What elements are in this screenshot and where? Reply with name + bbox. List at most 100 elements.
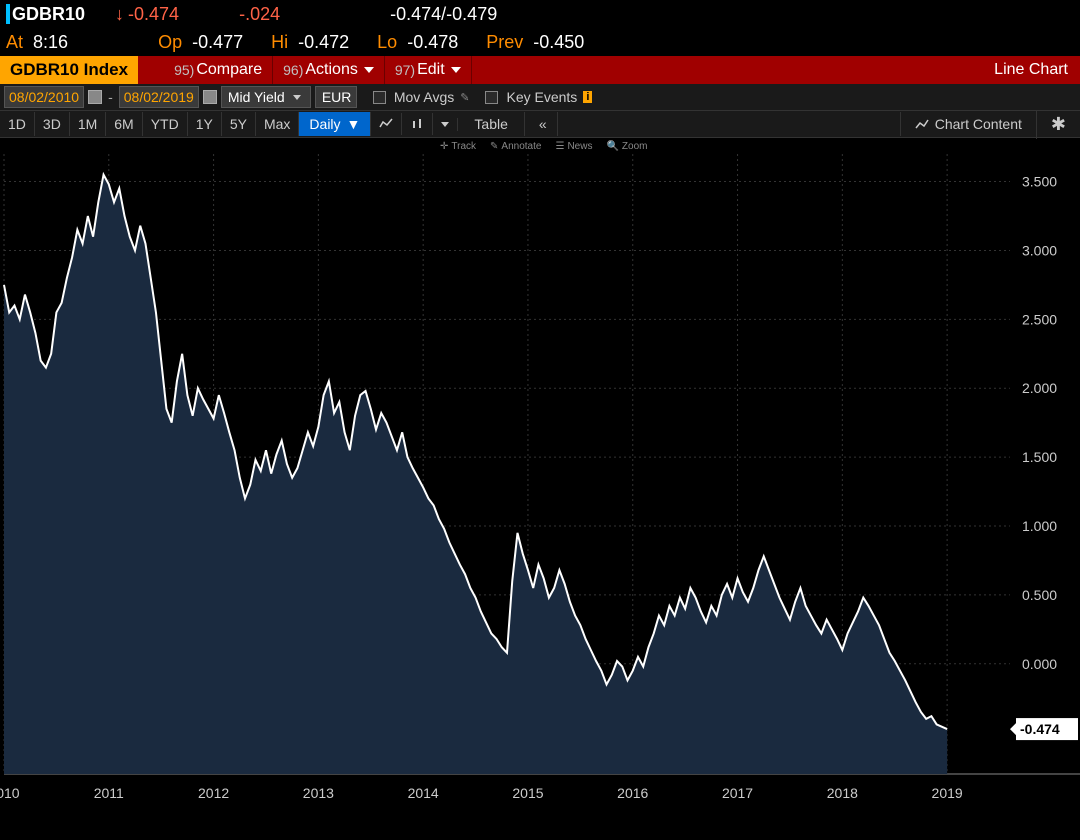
- actions-menu[interactable]: 96) Actions: [273, 56, 385, 84]
- news-tool[interactable]: ☰ News: [555, 140, 592, 152]
- timeframe-6m[interactable]: 6M: [106, 112, 142, 136]
- chart-type-label[interactable]: Line Chart: [982, 61, 1080, 79]
- svg-text:2015: 2015: [512, 785, 543, 801]
- svg-text:0.500: 0.500: [1022, 587, 1057, 603]
- low-value: -0.478: [407, 32, 458, 53]
- candle-button[interactable]: [402, 113, 433, 135]
- high-value: -0.472: [298, 32, 349, 53]
- toolbar-row: 1D 3D 1M 6M YTD 1Y 5Y Max Daily ▼ Table …: [0, 110, 1080, 138]
- ticker-marker: [6, 4, 10, 24]
- key-events-checkbox[interactable]: [485, 91, 498, 104]
- open-value: -0.477: [192, 32, 243, 53]
- edit-menu[interactable]: 97) Edit: [385, 56, 472, 84]
- quote-row-2: At 8:16 Op -0.477 Hi -0.472 Lo -0.478 Pr…: [0, 28, 1080, 56]
- svg-text:3.000: 3.000: [1022, 242, 1057, 258]
- ask-value: -0.479: [446, 4, 497, 24]
- chart-svg: 3.5003.0002.5002.0001.5001.0000.5000.000…: [0, 154, 1080, 808]
- index-badge[interactable]: GDBR10 Index: [0, 56, 138, 84]
- at-value: 8:16: [33, 32, 68, 53]
- pencil-icon[interactable]: ✎: [460, 91, 469, 104]
- controls-row: 08/02/2010 - 08/02/2019 Mid Yield EUR Mo…: [0, 84, 1080, 110]
- table-button[interactable]: Table: [458, 112, 524, 136]
- annotate-label: Annotate: [501, 141, 541, 152]
- timeframe-1y[interactable]: 1Y: [188, 112, 222, 136]
- track-tool[interactable]: ✛ Track: [440, 140, 476, 152]
- chevron-down-icon: [451, 67, 461, 73]
- svg-text:1.500: 1.500: [1022, 449, 1057, 465]
- gear-icon[interactable]: ✱: [1036, 110, 1080, 139]
- arrow-down-icon: ↓: [115, 4, 124, 25]
- svg-text:2017: 2017: [722, 785, 753, 801]
- bid-value: -0.474: [390, 4, 441, 24]
- interval-value: Daily: [309, 116, 340, 132]
- svg-text:2016: 2016: [617, 785, 648, 801]
- last-price: -0.474: [128, 4, 179, 25]
- chart-content-button[interactable]: Chart Content: [900, 112, 1036, 136]
- timeframe-ytd[interactable]: YTD: [143, 112, 188, 136]
- compare-label: Compare: [196, 61, 262, 79]
- svg-text:2019: 2019: [932, 785, 963, 801]
- svg-text:2014: 2014: [408, 785, 439, 801]
- low-label: Lo: [377, 32, 397, 53]
- news-label: News: [567, 141, 592, 152]
- bid-ask: -0.474/-0.479: [390, 4, 497, 25]
- date-to-input[interactable]: 08/02/2019: [119, 86, 199, 108]
- calendar-icon[interactable]: [203, 90, 217, 104]
- zoom-label: Zoom: [622, 141, 648, 152]
- svg-text:2013: 2013: [303, 785, 334, 801]
- chevron-down-icon: [441, 122, 449, 127]
- currency-dropdown[interactable]: EUR: [315, 86, 357, 108]
- at-label: At: [6, 32, 23, 53]
- svg-text:0.000: 0.000: [1022, 656, 1057, 672]
- prev-label: Prev: [486, 32, 523, 53]
- chevron-down-icon: [364, 67, 374, 73]
- prev-value: -0.450: [533, 32, 584, 53]
- open-label: Op: [158, 32, 182, 53]
- info-icon[interactable]: i: [583, 91, 592, 103]
- currency-value: EUR: [322, 89, 352, 105]
- chevron-down-icon: [293, 95, 301, 100]
- edit-label: Edit: [417, 61, 445, 79]
- compare-menu[interactable]: 95) Compare: [164, 56, 273, 84]
- key-events-label: Key Events: [506, 89, 577, 105]
- menubar: GDBR10 Index 95) Compare 96) Actions 97)…: [0, 56, 1080, 84]
- annotate-tool[interactable]: ✎ Annotate: [490, 140, 541, 152]
- chart-style-button[interactable]: [371, 113, 402, 135]
- high-label: Hi: [271, 32, 288, 53]
- timeframe-1d[interactable]: 1D: [0, 112, 35, 136]
- sub-tools-row: ✛ Track ✎ Annotate ☰ News 🔍 Zoom: [0, 138, 1080, 154]
- edit-code: 97): [395, 62, 415, 78]
- timeframe-3d[interactable]: 3D: [35, 112, 70, 136]
- compare-code: 95): [174, 62, 194, 78]
- field-dropdown[interactable]: Mid Yield: [221, 86, 311, 108]
- timeframe-1m[interactable]: 1M: [70, 112, 106, 136]
- svg-text:-0.474: -0.474: [1020, 721, 1060, 737]
- actions-label: Actions: [305, 61, 357, 79]
- price-change: -.024: [239, 4, 280, 25]
- actions-code: 96): [283, 62, 303, 78]
- chart-area[interactable]: 3.5003.0002.5002.0001.5001.0000.5000.000…: [0, 154, 1080, 808]
- svg-text:2010: 2010: [0, 785, 20, 801]
- timeframe-5y[interactable]: 5Y: [222, 112, 256, 136]
- chart-content-label: Chart Content: [935, 116, 1022, 132]
- svg-text:2011: 2011: [94, 785, 124, 801]
- quote-row-1: GDBR10 ↓ -0.474 -.024 -0.474/-0.479: [0, 0, 1080, 28]
- ticker-symbol: GDBR10: [12, 4, 85, 25]
- interval-dropdown[interactable]: Daily ▼: [299, 112, 371, 136]
- svg-text:3.500: 3.500: [1022, 174, 1057, 190]
- collapse-button[interactable]: «: [529, 112, 558, 136]
- mov-avgs-label: Mov Avgs: [394, 89, 454, 105]
- zoom-tool[interactable]: 🔍 Zoom: [606, 140, 647, 152]
- mov-avgs-checkbox[interactable]: [373, 91, 386, 104]
- more-button[interactable]: [433, 118, 458, 131]
- track-label: Track: [451, 141, 476, 152]
- date-separator: -: [106, 89, 115, 105]
- svg-text:2012: 2012: [198, 785, 229, 801]
- chevron-down-icon: ▼: [347, 116, 361, 132]
- field-value: Mid Yield: [228, 89, 285, 105]
- svg-text:2018: 2018: [827, 785, 858, 801]
- svg-text:1.000: 1.000: [1022, 518, 1057, 534]
- date-from-input[interactable]: 08/02/2010: [4, 86, 84, 108]
- timeframe-max[interactable]: Max: [256, 112, 299, 136]
- calendar-icon[interactable]: [88, 90, 102, 104]
